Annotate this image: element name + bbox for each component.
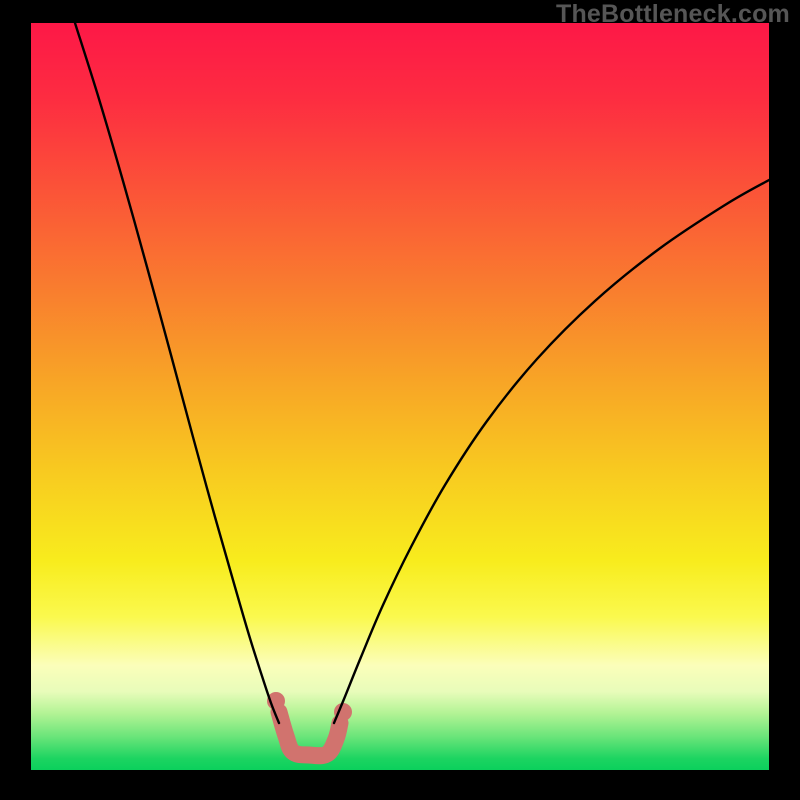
frame-left bbox=[0, 0, 31, 800]
v-curve-left bbox=[75, 23, 279, 723]
frame-bottom bbox=[0, 770, 800, 800]
v-curve-right bbox=[334, 180, 769, 723]
frame-right bbox=[769, 0, 800, 800]
plot-area bbox=[31, 23, 769, 770]
bottom-u-mark bbox=[279, 712, 340, 756]
watermark-text: TheBottleneck.com bbox=[556, 0, 790, 29]
curve-layer bbox=[31, 23, 769, 770]
